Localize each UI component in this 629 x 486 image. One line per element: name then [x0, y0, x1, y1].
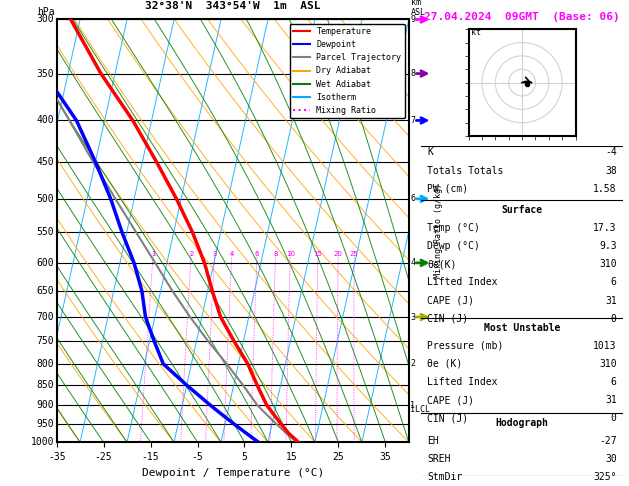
- Text: -27: -27: [599, 436, 616, 446]
- Text: 1000: 1000: [31, 437, 54, 447]
- Text: Lifted Index: Lifted Index: [428, 377, 498, 387]
- Text: θe(K): θe(K): [428, 259, 457, 269]
- Text: 31: 31: [605, 395, 616, 405]
- Text: Mixing Ratio (g/kg): Mixing Ratio (g/kg): [433, 183, 443, 278]
- Text: 8: 8: [274, 251, 278, 257]
- Text: 20: 20: [334, 251, 343, 257]
- Text: 0: 0: [611, 414, 616, 423]
- Text: CIN (J): CIN (J): [428, 313, 469, 324]
- Text: 4: 4: [410, 259, 415, 267]
- Text: 27.04.2024  09GMT  (Base: 06): 27.04.2024 09GMT (Base: 06): [424, 12, 620, 22]
- X-axis label: Dewpoint / Temperature (°C): Dewpoint / Temperature (°C): [142, 468, 324, 478]
- Text: 700: 700: [36, 312, 54, 322]
- Text: Surface: Surface: [501, 205, 543, 215]
- Text: 950: 950: [36, 419, 54, 429]
- Text: 0: 0: [611, 313, 616, 324]
- Text: 1013: 1013: [593, 341, 616, 351]
- Text: 1: 1: [410, 401, 415, 410]
- Text: 350: 350: [36, 69, 54, 79]
- Text: 325°: 325°: [593, 472, 616, 482]
- Text: Temp (°C): Temp (°C): [428, 223, 481, 233]
- Text: EH: EH: [428, 436, 439, 446]
- Text: 6: 6: [611, 278, 616, 287]
- Text: 9: 9: [410, 15, 415, 24]
- Text: 900: 900: [36, 400, 54, 410]
- Text: 6: 6: [410, 194, 415, 203]
- Text: SREH: SREH: [428, 454, 451, 464]
- Text: 6: 6: [611, 377, 616, 387]
- Text: Totals Totals: Totals Totals: [428, 166, 504, 175]
- Legend: Temperature, Dewpoint, Parcel Trajectory, Dry Adiabat, Wet Adiabat, Isotherm, Mi: Temperature, Dewpoint, Parcel Trajectory…: [290, 24, 404, 118]
- Text: 1LCL: 1LCL: [410, 405, 430, 414]
- Text: -4: -4: [605, 147, 616, 157]
- Text: 850: 850: [36, 380, 54, 390]
- Text: 800: 800: [36, 359, 54, 369]
- Text: 15: 15: [314, 251, 323, 257]
- Text: 500: 500: [36, 194, 54, 204]
- Text: 600: 600: [36, 258, 54, 268]
- Text: Most Unstable: Most Unstable: [484, 323, 560, 332]
- Text: Dewp (°C): Dewp (°C): [428, 241, 481, 251]
- Text: 9.3: 9.3: [599, 241, 616, 251]
- Text: 38: 38: [605, 166, 616, 175]
- Text: hPa: hPa: [37, 7, 55, 17]
- Text: 30: 30: [605, 454, 616, 464]
- Text: 6: 6: [255, 251, 259, 257]
- Text: CAPE (J): CAPE (J): [428, 295, 474, 306]
- Text: kt: kt: [471, 28, 481, 36]
- Text: 750: 750: [36, 336, 54, 346]
- Text: 32°38'N  343°54'W  1m  ASL: 32°38'N 343°54'W 1m ASL: [145, 1, 321, 11]
- Text: 300: 300: [36, 15, 54, 24]
- Text: StmDir: StmDir: [428, 472, 463, 482]
- Text: 1.58: 1.58: [593, 184, 616, 194]
- Text: θe (K): θe (K): [428, 359, 463, 369]
- Text: 450: 450: [36, 157, 54, 167]
- Text: km
ASL: km ASL: [411, 0, 426, 17]
- Text: 3: 3: [410, 312, 415, 322]
- Text: 650: 650: [36, 286, 54, 296]
- Text: 10: 10: [286, 251, 295, 257]
- Text: 17.3: 17.3: [593, 223, 616, 233]
- Text: 7: 7: [410, 116, 415, 125]
- Text: 25: 25: [350, 251, 359, 257]
- Text: 8: 8: [410, 69, 415, 78]
- Text: Hodograph: Hodograph: [496, 418, 548, 428]
- Text: 310: 310: [599, 359, 616, 369]
- Text: 4: 4: [230, 251, 234, 257]
- Text: 3: 3: [213, 251, 217, 257]
- Text: 2: 2: [189, 251, 194, 257]
- Text: K: K: [428, 147, 433, 157]
- Text: CAPE (J): CAPE (J): [428, 395, 474, 405]
- Text: 400: 400: [36, 116, 54, 125]
- Text: 2: 2: [410, 359, 415, 368]
- Text: Pressure (mb): Pressure (mb): [428, 341, 504, 351]
- Text: 550: 550: [36, 227, 54, 237]
- Text: Lifted Index: Lifted Index: [428, 278, 498, 287]
- Text: 31: 31: [605, 295, 616, 306]
- Text: 310: 310: [599, 259, 616, 269]
- Text: PW (cm): PW (cm): [428, 184, 469, 194]
- Text: CIN (J): CIN (J): [428, 414, 469, 423]
- Text: 1: 1: [151, 251, 155, 257]
